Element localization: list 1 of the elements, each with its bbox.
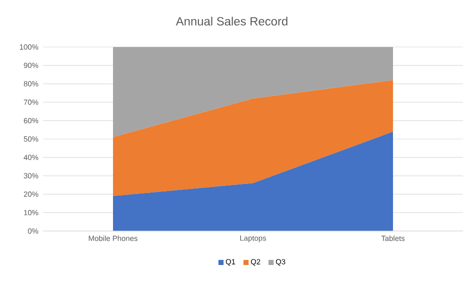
chart-title: Annual Sales Record: [176, 16, 288, 26]
